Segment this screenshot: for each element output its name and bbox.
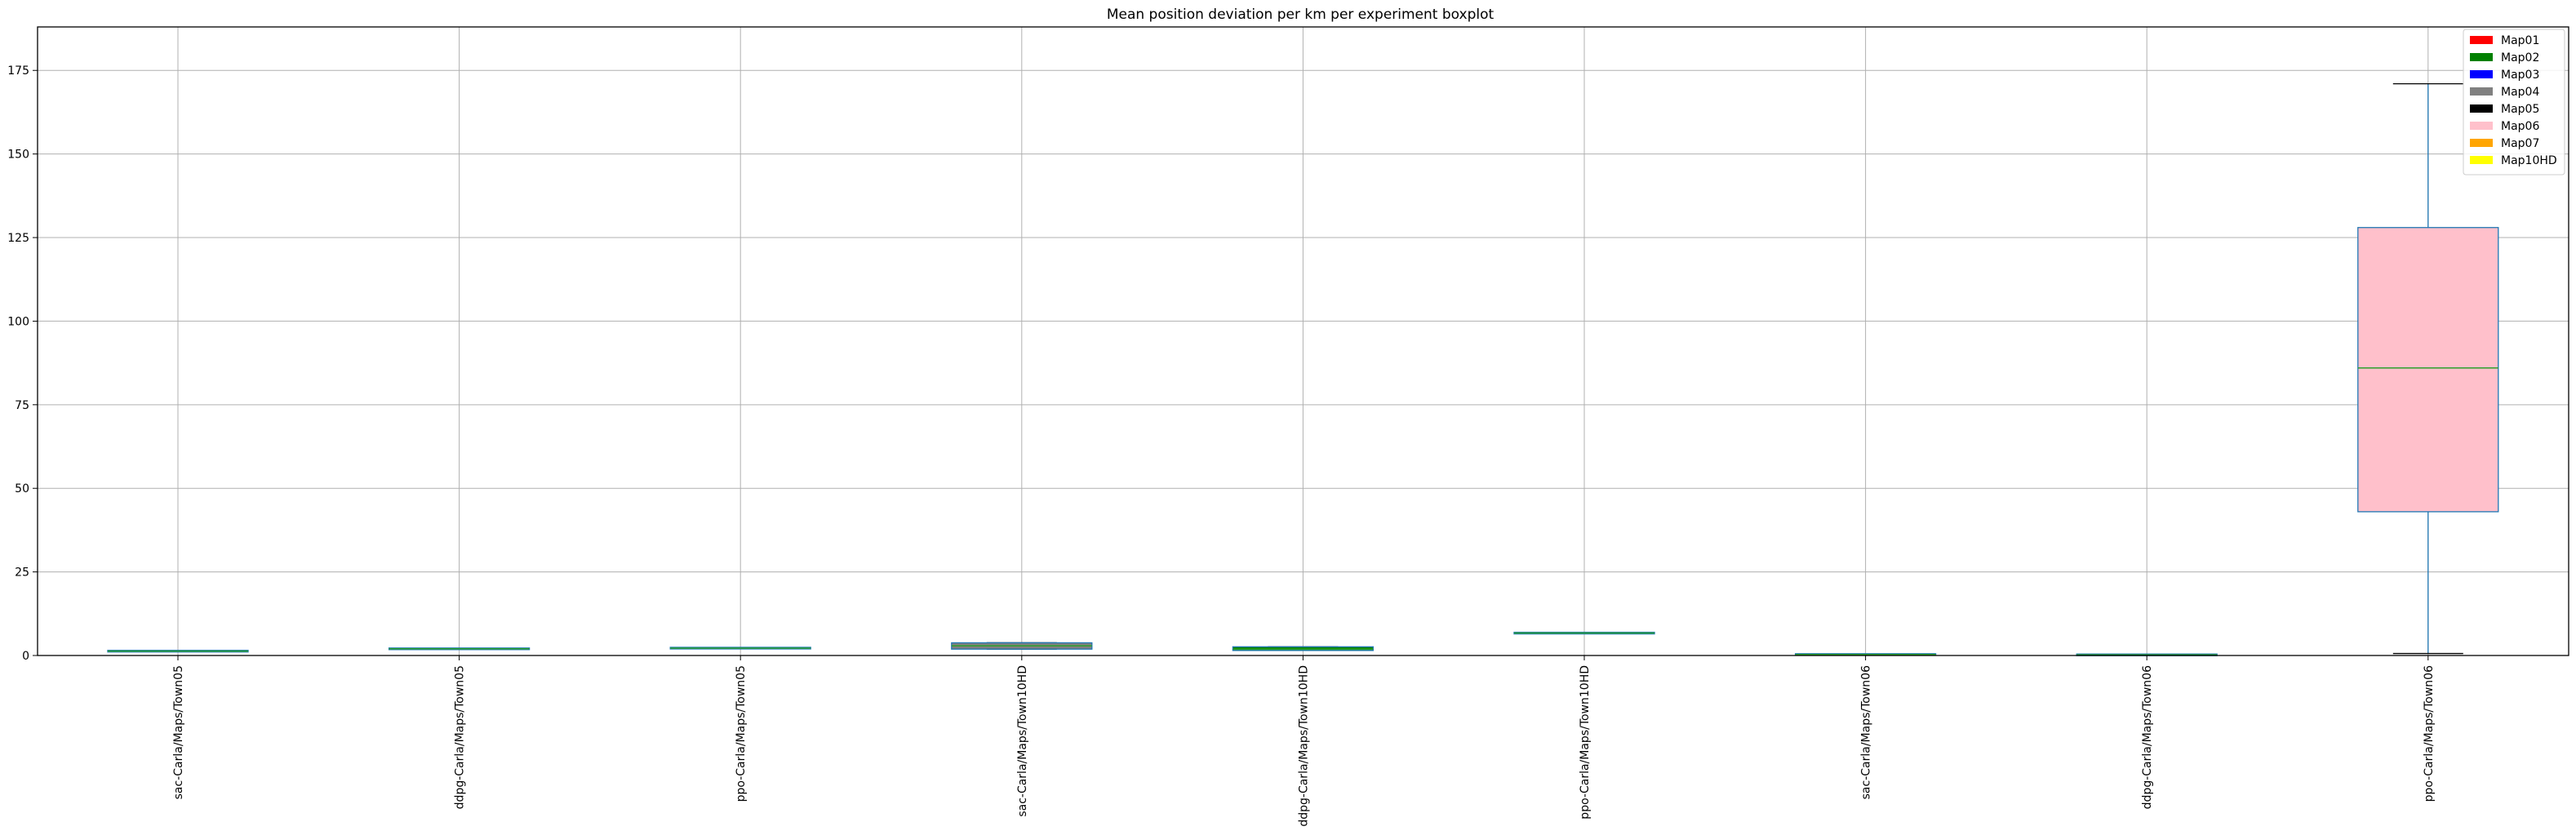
y-tick-label: 150 — [7, 149, 29, 162]
legend-swatch — [2470, 122, 2493, 130]
legend-swatch — [2470, 139, 2493, 147]
legend-box — [2463, 29, 2565, 176]
box-3 — [669, 647, 811, 650]
box-4 — [951, 642, 1093, 650]
box-series — [107, 82, 2499, 656]
legend: Map01 Map02 Map03 Map04 Map05 Map06 Map07 Map10… — [2463, 29, 2565, 176]
box-9 — [2357, 82, 2499, 655]
x-tick-label: ddpg-Carla/Maps/Town10HD — [1297, 665, 1310, 827]
legend-swatch — [2470, 36, 2493, 44]
y-tick-label: 125 — [7, 232, 29, 245]
box-2 — [388, 647, 531, 651]
box-6 — [1513, 631, 1655, 635]
legend-swatch — [2470, 104, 2493, 113]
legend-item-map07: Map07 — [2470, 137, 2539, 150]
legend-swatch — [2470, 87, 2493, 96]
legend-label: Map06 — [2501, 120, 2539, 133]
legend-label: Map10HD — [2501, 154, 2557, 167]
legend-item-map01: Map01 — [2470, 34, 2539, 47]
x-tick-label: ddpg-Carla/Maps/Town05 — [454, 665, 467, 809]
x-tick-label: ppo-Carla/Maps/Town10HD — [1579, 665, 1592, 820]
x-tick-label: sac-Carla/Maps/Town10HD — [1016, 665, 1029, 817]
legend-item-map10hd: Map10HD — [2470, 154, 2557, 167]
y-tick-label: 0 — [22, 650, 29, 663]
legend-label: Map03 — [2501, 69, 2539, 82]
box-5 — [1232, 646, 1375, 651]
legend-swatch — [2470, 156, 2493, 164]
legend-label: Map01 — [2501, 34, 2539, 47]
legend-item-map05: Map05 — [2470, 103, 2539, 116]
legend-label: Map02 — [2501, 51, 2539, 64]
x-axis-ticks: sac-Carla/Maps/Town05 ddpg-Carla/Maps/Tow… — [172, 655, 2436, 827]
legend-item-map02: Map02 — [2470, 51, 2539, 64]
legend-item-map04: Map04 — [2470, 86, 2539, 99]
box-body — [2357, 227, 2499, 513]
y-axis-ticks: 0 25 50 75 100 125 150 175 — [7, 64, 38, 663]
y-tick-label: 75 — [15, 399, 29, 412]
legend-item-map03: Map03 — [2470, 69, 2539, 82]
x-tick-label: ppo-Carla/Maps/Town06 — [2423, 665, 2436, 802]
x-tick-label: ppo-Carla/Maps/Town05 — [735, 665, 748, 802]
legend-swatch — [2470, 70, 2493, 78]
plot-frame — [37, 26, 2569, 656]
x-tick-label: ddpg-Carla/Maps/Town06 — [2141, 665, 2154, 809]
x-tick-label: sac-Carla/Maps/Town06 — [1860, 665, 1873, 799]
y-tick-label: 50 — [15, 482, 29, 495]
chart-title: Mean position deviation per km per exper… — [1107, 7, 1495, 23]
box-1 — [107, 650, 249, 653]
legend-label: Map05 — [2501, 103, 2539, 116]
x-tick-label: sac-Carla/Maps/Town05 — [172, 665, 185, 799]
y-tick-label: 100 — [7, 315, 29, 328]
y-tick-label: 175 — [7, 64, 29, 78]
y-tick-label: 25 — [15, 567, 29, 580]
legend-swatch — [2470, 53, 2493, 61]
grid-lines — [38, 27, 2569, 656]
legend-item-map06: Map06 — [2470, 120, 2539, 133]
legend-label: Map04 — [2501, 86, 2539, 99]
legend-label: Map07 — [2501, 137, 2539, 150]
